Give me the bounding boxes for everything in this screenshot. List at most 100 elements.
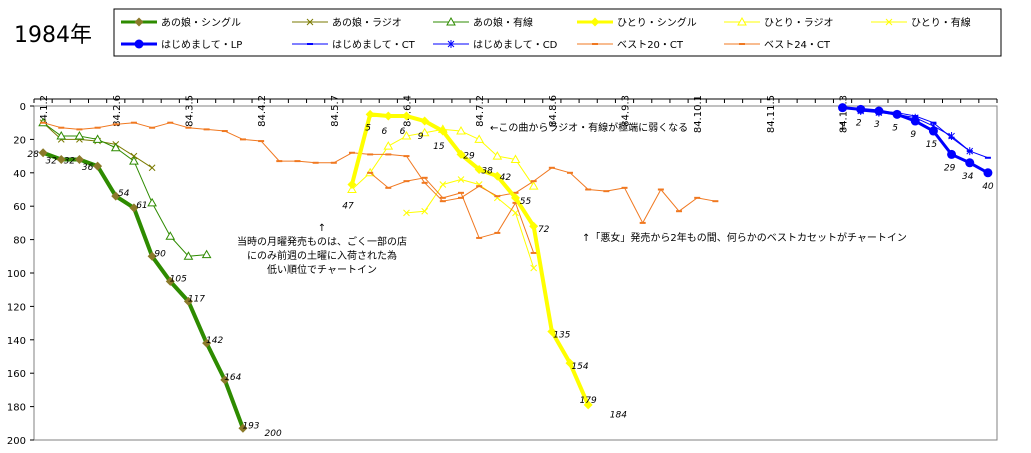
- series-point: [130, 152, 138, 160]
- series-point: [838, 103, 848, 113]
- y-tick-label: 40: [13, 169, 26, 180]
- series-point: [528, 181, 539, 190]
- series-point: [983, 168, 993, 178]
- rank-label: 135: [553, 330, 570, 340]
- legend-label: あの娘・ラジオ: [332, 16, 402, 29]
- series-point: [111, 191, 121, 201]
- legend-label: ひとり・有線: [911, 16, 971, 29]
- rank-label: 2: [856, 118, 862, 128]
- legend-item-8: はじめまして・CD: [433, 39, 558, 51]
- rank-label: 142: [206, 336, 223, 346]
- series-point: [129, 156, 139, 165]
- rank-label: 154: [571, 362, 588, 372]
- rank-label: 6: [400, 127, 406, 137]
- series-point: [147, 251, 157, 261]
- rank-label: 40: [982, 182, 994, 192]
- rank-label: 5: [365, 123, 371, 133]
- rank-label: 3: [874, 120, 880, 130]
- rank-label: 105: [170, 274, 187, 284]
- legend-label: あの娘・有線: [473, 16, 533, 29]
- rank-label: 34: [962, 172, 974, 182]
- series-point: [439, 181, 447, 188]
- legend-label: はじめまして・LP: [161, 39, 242, 51]
- legend-marker: [885, 18, 893, 26]
- rank-label: 6: [381, 127, 387, 137]
- series-point: [202, 338, 212, 348]
- series-point: [165, 231, 176, 240]
- rank-label: 184: [610, 410, 627, 420]
- legend-marker: [590, 17, 600, 27]
- legend-item-0: あの娘・シングル: [121, 16, 241, 29]
- series-point: [419, 127, 430, 137]
- rank-label: 5: [892, 123, 898, 133]
- y-tick-label: 100: [7, 269, 26, 280]
- rank-label: 164: [224, 373, 241, 383]
- annotation-line: にのみ前週の土曜に入荷された為: [247, 249, 397, 262]
- rank-label: 117: [188, 294, 205, 304]
- annotation-line: 低い順位でチャートイン: [267, 263, 377, 276]
- series-point: [403, 209, 410, 217]
- rank-label: 9: [418, 132, 424, 142]
- y-tick-label: 180: [7, 403, 26, 414]
- series-point: [948, 132, 955, 141]
- series-point: [421, 207, 429, 215]
- x-tick-label: 84.7.2: [475, 95, 486, 127]
- series-point: [56, 131, 67, 140]
- series-point: [547, 326, 557, 336]
- series-point: [565, 358, 575, 368]
- series-point: [474, 164, 484, 174]
- series-point: [966, 147, 974, 156]
- series-point: [856, 104, 866, 114]
- series-point: [583, 400, 593, 410]
- y-tick-label: 140: [7, 336, 26, 347]
- series-point: [457, 176, 465, 183]
- legend-item-9: ベスト20・CT: [577, 39, 684, 51]
- rank-label: 32: [46, 156, 58, 166]
- series-line: [42, 122, 716, 224]
- series-point: [530, 264, 538, 272]
- series-point: [511, 193, 520, 203]
- series-point: [92, 134, 103, 143]
- annotation-line: ↑「悪女」発売から2年もの間、何らかのベストカセットがチャートイン: [582, 231, 907, 244]
- x-tick-label: 84.11.5: [766, 95, 777, 133]
- series-point: [147, 197, 157, 207]
- rank-label: 90: [154, 249, 166, 259]
- series-point: [947, 149, 957, 159]
- page-title: 1984年: [14, 23, 92, 48]
- rank-label: 9: [910, 130, 916, 140]
- series-point: [183, 296, 193, 306]
- series-point: [220, 375, 230, 385]
- series-point: [510, 154, 521, 163]
- series-point: [238, 423, 248, 433]
- legend-label: はじめまして・CD: [473, 39, 558, 51]
- legend-box: [113, 8, 1002, 57]
- series-point: [892, 109, 902, 119]
- annotation-line: ←この曲からラジオ・有線が極端に弱くなる: [490, 121, 688, 134]
- x-tick-label: 84.6.4: [402, 95, 413, 127]
- series-point: [512, 209, 519, 217]
- legend-label: あの娘・シングル: [161, 16, 241, 29]
- annotation-line: ↑: [318, 223, 326, 234]
- series-point: [347, 179, 357, 189]
- legend-marker: [134, 39, 144, 49]
- series-point: [347, 184, 357, 193]
- series-3: [347, 109, 593, 410]
- series-point: [401, 111, 411, 121]
- x-tick-label: 84.2.6: [112, 95, 123, 127]
- series-point: [456, 149, 466, 159]
- legend-item-2: あの娘・有線: [433, 16, 533, 29]
- x-tick-label: 84.8.6: [548, 95, 559, 127]
- series-point: [129, 203, 139, 213]
- y-tick-label: 200: [7, 436, 26, 447]
- series-9: [367, 171, 537, 254]
- rank-label: 179: [580, 396, 597, 406]
- series-10: [40, 121, 719, 224]
- y-tick-label: 0: [20, 102, 26, 113]
- legend-marker: [737, 16, 747, 26]
- legend-item-7: はじめまして・CT: [292, 39, 416, 51]
- series-point: [110, 142, 121, 152]
- legend-label: ベスト20・CT: [617, 39, 684, 51]
